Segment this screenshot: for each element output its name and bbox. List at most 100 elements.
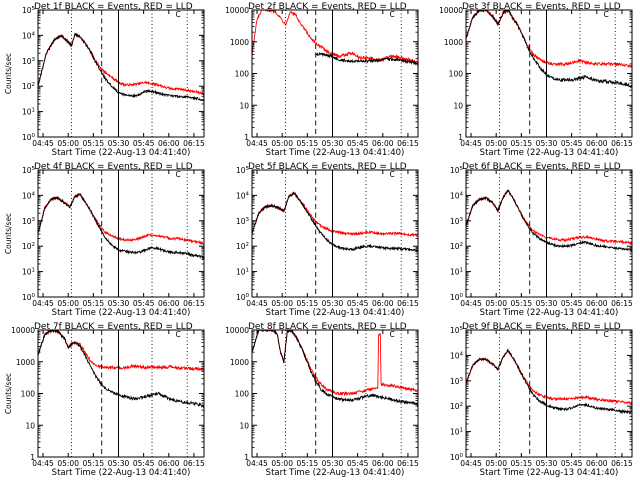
y-tick-label: 10000 (225, 326, 249, 335)
series-group (252, 191, 418, 253)
x-tick-label: 04:45 (460, 299, 482, 308)
series-group (466, 10, 632, 89)
x-tick-label: 05:00 (485, 139, 507, 148)
x-axis-label: Start Time (22-Aug-13 04:41:40) (480, 468, 619, 478)
y-tick-label: 103 (22, 217, 36, 226)
y-tick-label: 105 (22, 6, 36, 15)
chart-title: Det 4f BLACK = Events, RED = LLD (34, 162, 193, 172)
x-axis-label: Start Time (22-Aug-13 04:41:40) (52, 308, 191, 318)
y-tick-label: 104 (236, 191, 250, 200)
y-tick-label: 101 (450, 268, 463, 277)
series-lld-line (466, 349, 632, 406)
x-tick-label: 06:15 (183, 299, 205, 308)
x-tick-label: 05:00 (57, 299, 79, 308)
x-tick-label: 05:30 (322, 299, 344, 308)
series-events-line (252, 330, 418, 408)
x-tick-label: 04:45 (460, 459, 482, 468)
x-tick-label: 05:15 (511, 459, 533, 468)
series-group (466, 348, 632, 415)
y-tick-label: 1000 (444, 38, 463, 47)
y-tick-label: 102 (22, 82, 35, 91)
x-tick-label: 06:00 (158, 139, 180, 148)
x-tick-label: 06:00 (586, 459, 608, 468)
x-tick-label: 06:15 (611, 299, 633, 308)
series-lld-line (38, 32, 204, 96)
chart-title: Det 3f BLACK = Events, RED = LLD (462, 2, 621, 12)
y-tick-label: 1 (30, 453, 35, 462)
y-tick-label: 105 (236, 166, 250, 175)
x-axis-label: Start Time (22-Aug-13 04:41:40) (266, 308, 405, 318)
series-events-line (252, 191, 418, 253)
y-tick-label: 104 (22, 191, 36, 200)
x-tick-label: 05:30 (322, 459, 344, 468)
y-tick-label: 102 (450, 242, 463, 251)
x-tick-label: 05:15 (83, 459, 105, 468)
y-axis-label: Counts/sec (4, 213, 13, 254)
note-letter: C (175, 10, 180, 19)
y-tick-label: 1 (458, 133, 463, 142)
plot-frame (37, 169, 205, 298)
y-tick-label: 100 (22, 133, 36, 142)
x-tick-label: 05:45 (561, 459, 583, 468)
y-tick-label: 100 (450, 293, 464, 302)
note-letter: C (603, 170, 608, 179)
x-tick-label: 05:15 (511, 299, 533, 308)
y-tick-label: 100 (22, 293, 36, 302)
y-tick-label: 1 (244, 453, 249, 462)
series-events-line (38, 330, 204, 409)
plot-frame (251, 329, 419, 458)
y-tick-label: 104 (450, 351, 464, 360)
y-axis-label: Counts/sec (4, 53, 13, 94)
x-axis-label: Start Time (22-Aug-13 04:41:40) (52, 148, 191, 158)
y-tick-label: 105 (22, 166, 36, 175)
x-tick-label: 05:15 (83, 139, 105, 148)
series-events-line (466, 189, 632, 253)
series-group (466, 189, 632, 253)
y-tick-label: 101 (22, 268, 35, 277)
x-axis-label: Start Time (22-Aug-13 04:41:40) (266, 468, 405, 478)
chart-title: Det 6f BLACK = Events, RED = LLD (462, 162, 621, 172)
x-tick-label: 05:15 (83, 299, 105, 308)
series-group (38, 330, 204, 409)
x-axis-label: Start Time (22-Aug-13 04:41:40) (480, 148, 619, 158)
note-letter: C (175, 330, 180, 339)
x-tick-label: 04:45 (460, 139, 482, 148)
x-tick-label: 05:45 (561, 299, 583, 308)
y-tick-label: 103 (450, 377, 464, 386)
plot-frame (465, 169, 633, 298)
x-tick-label: 05:30 (322, 139, 344, 148)
x-tick-label: 06:00 (372, 139, 394, 148)
chart-title: Det 2f BLACK = Events, RED = LLD (248, 2, 407, 12)
y-tick-label: 100 (235, 390, 250, 399)
series-lld-line (252, 191, 418, 238)
x-tick-label: 05:15 (297, 459, 319, 468)
y-tick-label: 10 (239, 101, 249, 110)
y-tick-label: 1000 (16, 358, 35, 367)
y-tick-label: 103 (236, 217, 250, 226)
y-tick-label: 1 (244, 133, 249, 142)
series-group (38, 32, 204, 102)
x-tick-label: 05:30 (536, 299, 558, 308)
y-tick-label: 101 (236, 268, 249, 277)
plot-frame (37, 9, 205, 138)
x-tick-label: 05:30 (108, 139, 130, 148)
y-tick-label: 102 (236, 242, 249, 251)
x-tick-label: 05:00 (485, 459, 507, 468)
chart-title: Det 7f BLACK = Events, RED = LLD (34, 322, 193, 332)
series-events-line (466, 348, 632, 415)
y-tick-label: 105 (450, 166, 464, 175)
x-tick-label: 05:15 (297, 299, 319, 308)
x-tick-label: 04:45 (32, 299, 54, 308)
x-tick-label: 06:00 (158, 459, 180, 468)
y-tick-label: 102 (450, 402, 463, 411)
y-tick-label: 100 (235, 70, 250, 79)
y-tick-label: 101 (22, 108, 35, 117)
x-tick-label: 05:00 (485, 299, 507, 308)
y-tick-label: 100 (21, 390, 36, 399)
y-tick-label: 103 (22, 57, 36, 66)
chart-title: Det 9f BLACK = Events, RED = LLD (462, 322, 621, 332)
x-tick-label: 05:45 (133, 299, 155, 308)
